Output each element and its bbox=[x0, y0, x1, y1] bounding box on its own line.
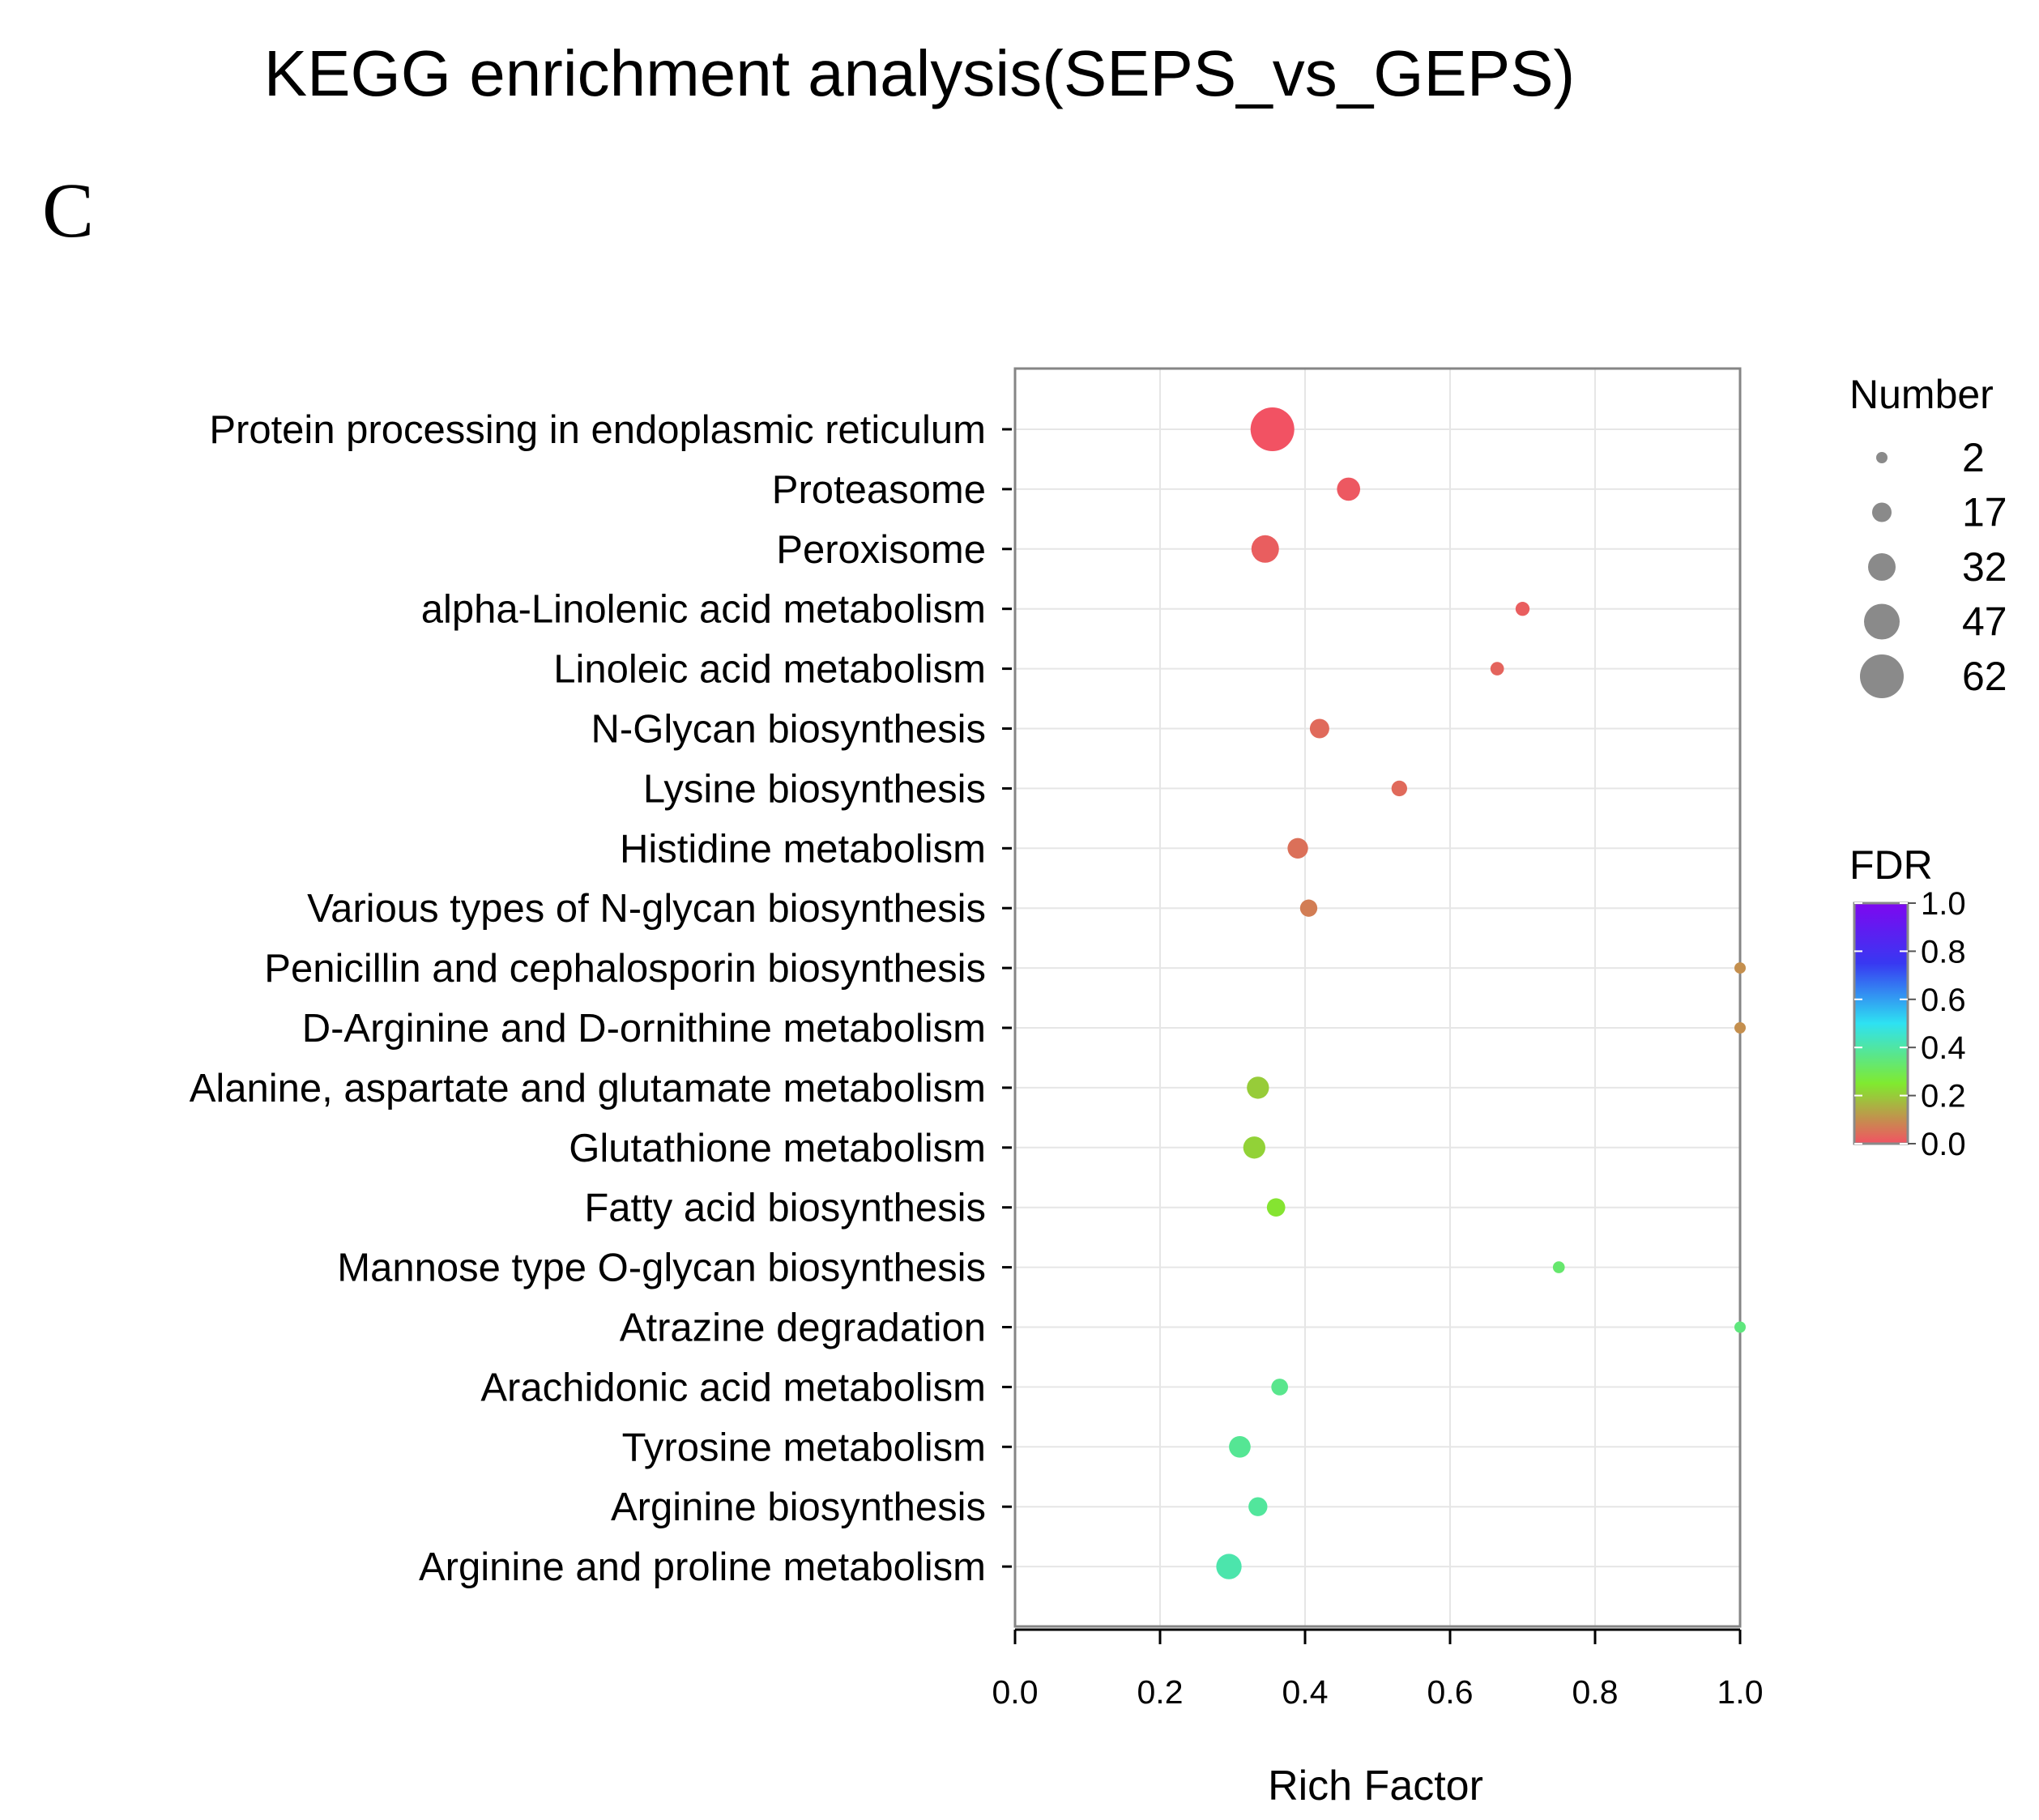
size-legend-circle bbox=[1868, 553, 1896, 581]
data-point bbox=[1734, 962, 1746, 974]
colorbar-tick-label: 0.6 bbox=[1921, 982, 1966, 1018]
size-legend-label: 47 bbox=[1962, 599, 2007, 645]
y-tick-label: D-Arginine and D-ornithine metabolism bbox=[302, 1007, 986, 1051]
y-tick-label: Histidine metabolism bbox=[620, 827, 986, 871]
y-tick-label: Arginine and proline metabolism bbox=[419, 1545, 986, 1589]
x-axis-title: Rich Factor bbox=[1268, 1762, 1483, 1809]
y-tick-label: Linoleic acid metabolism bbox=[553, 648, 986, 692]
size-legend-title: Number bbox=[1849, 372, 1994, 417]
y-tick-label: Atrazine degradation bbox=[620, 1306, 986, 1350]
y-tick-label: Glutathione metabolism bbox=[569, 1127, 986, 1170]
chart-title: KEGG enrichment analysis(SEPS_vs_GEPS) bbox=[264, 37, 1575, 109]
y-ticks bbox=[1002, 428, 1012, 1568]
data-point bbox=[1247, 1076, 1269, 1099]
plot-border bbox=[1013, 367, 1742, 1628]
y-tick-label: Tyrosine metabolism bbox=[622, 1426, 986, 1469]
data-point bbox=[1229, 1435, 1251, 1458]
x-axis: 0.0 0.2 0.4 0.6 0.8 1.0 bbox=[992, 1628, 1764, 1711]
colorbar bbox=[1853, 901, 1909, 1145]
size-legend: Number 2 17 32 47 62 bbox=[1849, 372, 2007, 699]
y-tick-label: Lysine biosynthesis bbox=[643, 767, 986, 811]
data-point bbox=[1287, 838, 1308, 859]
data-points bbox=[1216, 407, 1746, 1579]
panel-label: C bbox=[42, 167, 94, 254]
data-point bbox=[1490, 662, 1504, 676]
data-point bbox=[1391, 780, 1408, 797]
size-legend-label: 62 bbox=[1962, 654, 2007, 699]
color-legend-title: FDR bbox=[1849, 842, 1933, 888]
color-legend: FDR 1.0 0.8 0.6 0.4 0.2 0.0 bbox=[1849, 842, 1966, 1162]
size-legend-circle bbox=[1876, 452, 1888, 463]
data-point bbox=[1216, 1554, 1242, 1579]
data-point bbox=[1337, 477, 1361, 501]
data-point bbox=[1309, 718, 1329, 739]
data-point bbox=[1734, 1321, 1746, 1333]
data-point bbox=[1299, 899, 1318, 917]
y-tick-label: Penicillin and cephalosporin biosynthesi… bbox=[264, 947, 986, 991]
data-point bbox=[1734, 1022, 1746, 1034]
data-point bbox=[1552, 1261, 1565, 1273]
y-tick-label: Arginine biosynthesis bbox=[611, 1485, 986, 1529]
y-tick-label: Arachidonic acid metabolism bbox=[480, 1366, 986, 1409]
size-legend-circle bbox=[1864, 603, 1900, 640]
size-legend-label: 17 bbox=[1962, 490, 2007, 535]
size-legend-label: 2 bbox=[1962, 435, 1985, 480]
y-tick-label: Various types of N-glycan biosynthesis bbox=[307, 887, 986, 931]
y-tick-label: Protein processing in endoplasmic reticu… bbox=[209, 408, 986, 452]
data-point bbox=[1250, 407, 1295, 451]
x-tick-label: 0.4 bbox=[1282, 1673, 1329, 1711]
size-legend-circle bbox=[1872, 502, 1892, 522]
x-tick-label: 0.8 bbox=[1572, 1673, 1619, 1711]
y-tick-label: Alanine, aspartate and glutamate metabol… bbox=[190, 1067, 986, 1110]
y-tick-label: alpha-Linolenic acid metabolism bbox=[421, 588, 986, 632]
y-tick-labels: Protein processing in endoplasmic reticu… bbox=[190, 408, 986, 1589]
data-point bbox=[1266, 1198, 1286, 1217]
grid-lines bbox=[1014, 369, 1741, 1626]
plot-frame bbox=[1013, 367, 1742, 1628]
x-tick-label: 0.6 bbox=[1427, 1673, 1474, 1711]
data-point bbox=[1248, 1497, 1268, 1516]
colorbar-tick-label: 0.8 bbox=[1921, 934, 1966, 970]
y-tick-label: Peroxisome bbox=[776, 528, 986, 572]
data-point bbox=[1251, 535, 1279, 563]
y-tick-label: Fatty acid biosynthesis bbox=[584, 1187, 986, 1230]
data-point bbox=[1243, 1136, 1266, 1159]
data-point bbox=[1515, 602, 1530, 616]
data-point bbox=[1271, 1379, 1289, 1396]
colorbar-tick-label: 1.0 bbox=[1921, 886, 1966, 922]
y-tick-label: Proteasome bbox=[772, 468, 986, 512]
y-tick-label: N-Glycan biosynthesis bbox=[591, 708, 986, 752]
x-tick-label: 0.0 bbox=[992, 1673, 1039, 1711]
size-legend-circle bbox=[1860, 654, 1904, 698]
x-tick-label: 0.2 bbox=[1137, 1673, 1184, 1711]
colorbar-tick-label: 0.2 bbox=[1921, 1079, 1966, 1115]
y-tick-label: Mannose type O-glycan biosynthesis bbox=[337, 1247, 986, 1290]
x-tick-label: 1.0 bbox=[1717, 1673, 1764, 1711]
size-legend-label: 32 bbox=[1962, 544, 2007, 590]
colorbar-tick-label: 0.0 bbox=[1921, 1127, 1966, 1162]
colorbar-tick-label: 0.4 bbox=[1921, 1030, 1966, 1066]
